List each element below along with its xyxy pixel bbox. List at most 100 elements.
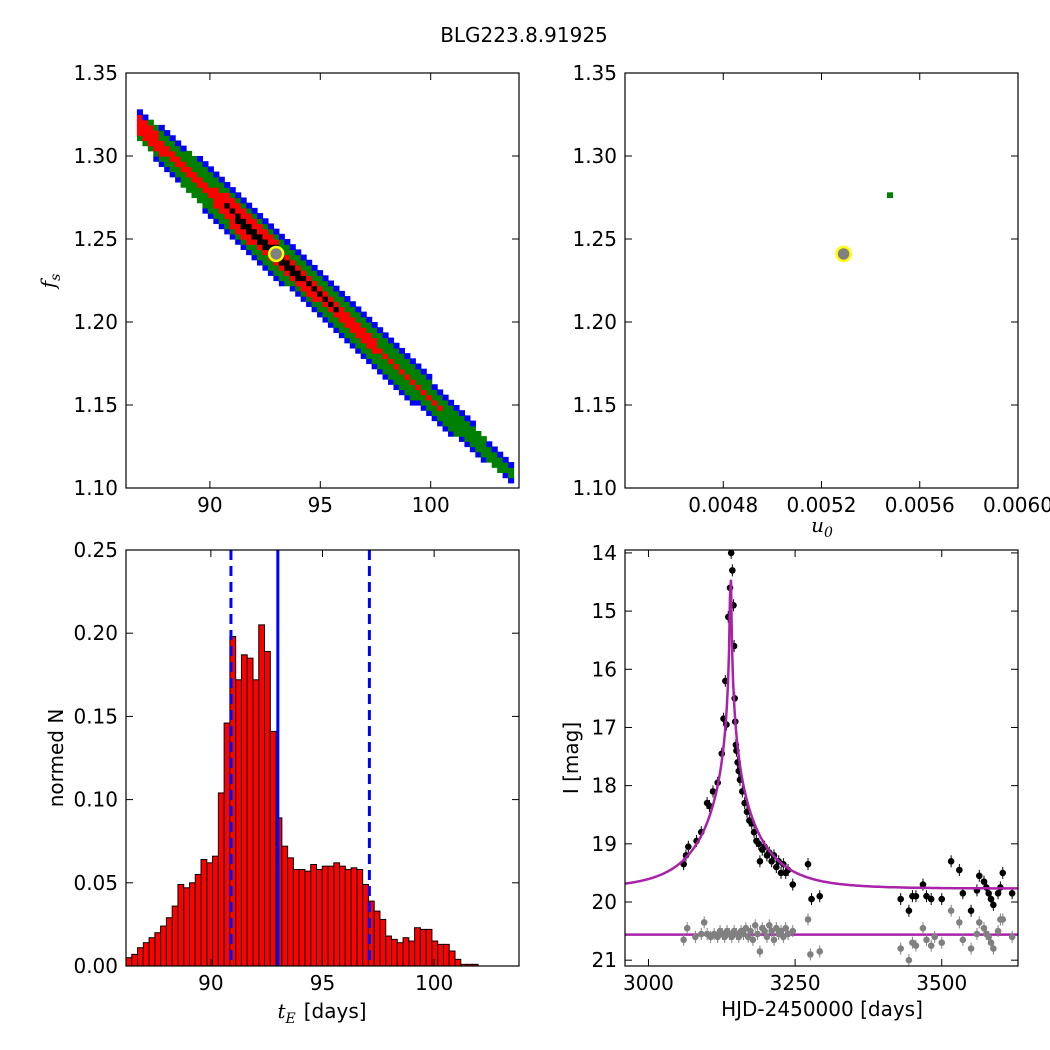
map-cell: [409, 373, 416, 380]
y-axis-label-subscript: s: [48, 274, 64, 281]
map-cell: [246, 223, 253, 230]
map-cell: [175, 150, 182, 157]
histogram-bar: [419, 928, 427, 967]
map-cell: [289, 254, 296, 261]
map-cell: [448, 425, 455, 432]
map-cell: [284, 254, 291, 261]
y-tick-label: 19: [592, 832, 617, 856]
map-cell: [360, 353, 367, 359]
axes-frame: [624, 72, 1019, 489]
map-cell: [502, 472, 509, 479]
data-point: [683, 924, 691, 932]
map-cell: [388, 342, 395, 349]
data-point: [754, 930, 761, 938]
map-cell: [273, 259, 280, 266]
data-point: [789, 927, 797, 935]
map-cell: [257, 213, 264, 219]
data-point: [905, 907, 913, 915]
map-cell: [431, 399, 438, 406]
map-cell: [366, 353, 373, 359]
map-cell: [262, 254, 269, 261]
map-cell: [218, 218, 225, 225]
map-cell: [388, 337, 395, 344]
data-point: [761, 927, 768, 935]
data-point: [1008, 889, 1016, 897]
map-cell: [344, 322, 351, 328]
map-cell: [196, 187, 204, 193]
map-cell: [235, 239, 242, 245]
map-cell: [349, 337, 356, 344]
map-cell: [246, 233, 253, 240]
map-cell: [475, 446, 482, 453]
map-cell: [491, 451, 498, 458]
map-cell: [229, 223, 236, 230]
histogram-bar: [327, 865, 335, 967]
data-point: [912, 942, 920, 949]
map-cell: [437, 415, 444, 422]
map-cell: [371, 337, 378, 344]
map-cell: [295, 249, 302, 256]
y-tick-label: 1.30: [572, 144, 617, 168]
map-cell: [180, 156, 187, 162]
histogram-bar: [396, 942, 404, 967]
map-cell: [289, 285, 296, 292]
map-cell: [218, 202, 225, 209]
data-point: [680, 936, 687, 944]
map-cell: [366, 322, 373, 328]
data-point: [927, 895, 935, 903]
map-cell: [257, 249, 264, 256]
histogram-bar: [269, 730, 277, 967]
y-tick-label: 1.10: [572, 476, 617, 500]
map-cell: [355, 306, 362, 313]
map-cell: [180, 145, 187, 152]
map-cell: [300, 264, 307, 271]
map-cell: [502, 467, 509, 474]
map-cell: [327, 301, 335, 308]
map-cell: [464, 420, 471, 427]
map-cell: [377, 332, 384, 339]
y-tick-label: 1.20: [73, 310, 118, 334]
map-cell: [229, 233, 236, 240]
map-cell: [338, 327, 345, 333]
x-tick-label: 90: [197, 493, 222, 517]
map-cell: [431, 415, 438, 422]
map-cell: [442, 410, 449, 416]
data-point: [804, 860, 812, 868]
map-cell: [887, 192, 894, 199]
map-cell: [175, 145, 182, 152]
map-cell: [338, 290, 345, 297]
map-cell: [458, 410, 466, 416]
map-cell: [235, 192, 242, 199]
map-cell: [388, 358, 395, 365]
map-cell: [300, 280, 307, 287]
x-axis-label-unit: [days]: [304, 999, 367, 1023]
map-cell: [284, 244, 291, 250]
data-point: [770, 936, 778, 944]
map-cell: [420, 379, 427, 385]
histogram-bar: [408, 940, 416, 967]
map-cell: [218, 176, 225, 183]
map-cell: [191, 181, 198, 188]
map-cell: [327, 285, 335, 292]
map-cell: [317, 285, 324, 292]
data-point: [987, 895, 995, 903]
map-cell: [355, 347, 362, 354]
map-cell: [196, 197, 204, 204]
map-cell: [322, 316, 329, 323]
map-cell: [322, 280, 329, 287]
map-cell: [213, 192, 220, 199]
map-cell: [213, 187, 220, 193]
map-cell: [262, 233, 269, 240]
map-cell: [186, 166, 193, 173]
data-point: [999, 916, 1007, 923]
data-point: [956, 919, 963, 926]
map-cell: [404, 373, 411, 380]
x-tick-label: 100: [415, 971, 453, 995]
data-point: [756, 857, 764, 865]
map-cell: [333, 311, 340, 318]
map-cell: [196, 176, 204, 183]
histogram-bar: [344, 868, 352, 967]
data-point: [804, 916, 812, 923]
map-cell: [240, 244, 247, 250]
map-cell: [404, 379, 411, 385]
